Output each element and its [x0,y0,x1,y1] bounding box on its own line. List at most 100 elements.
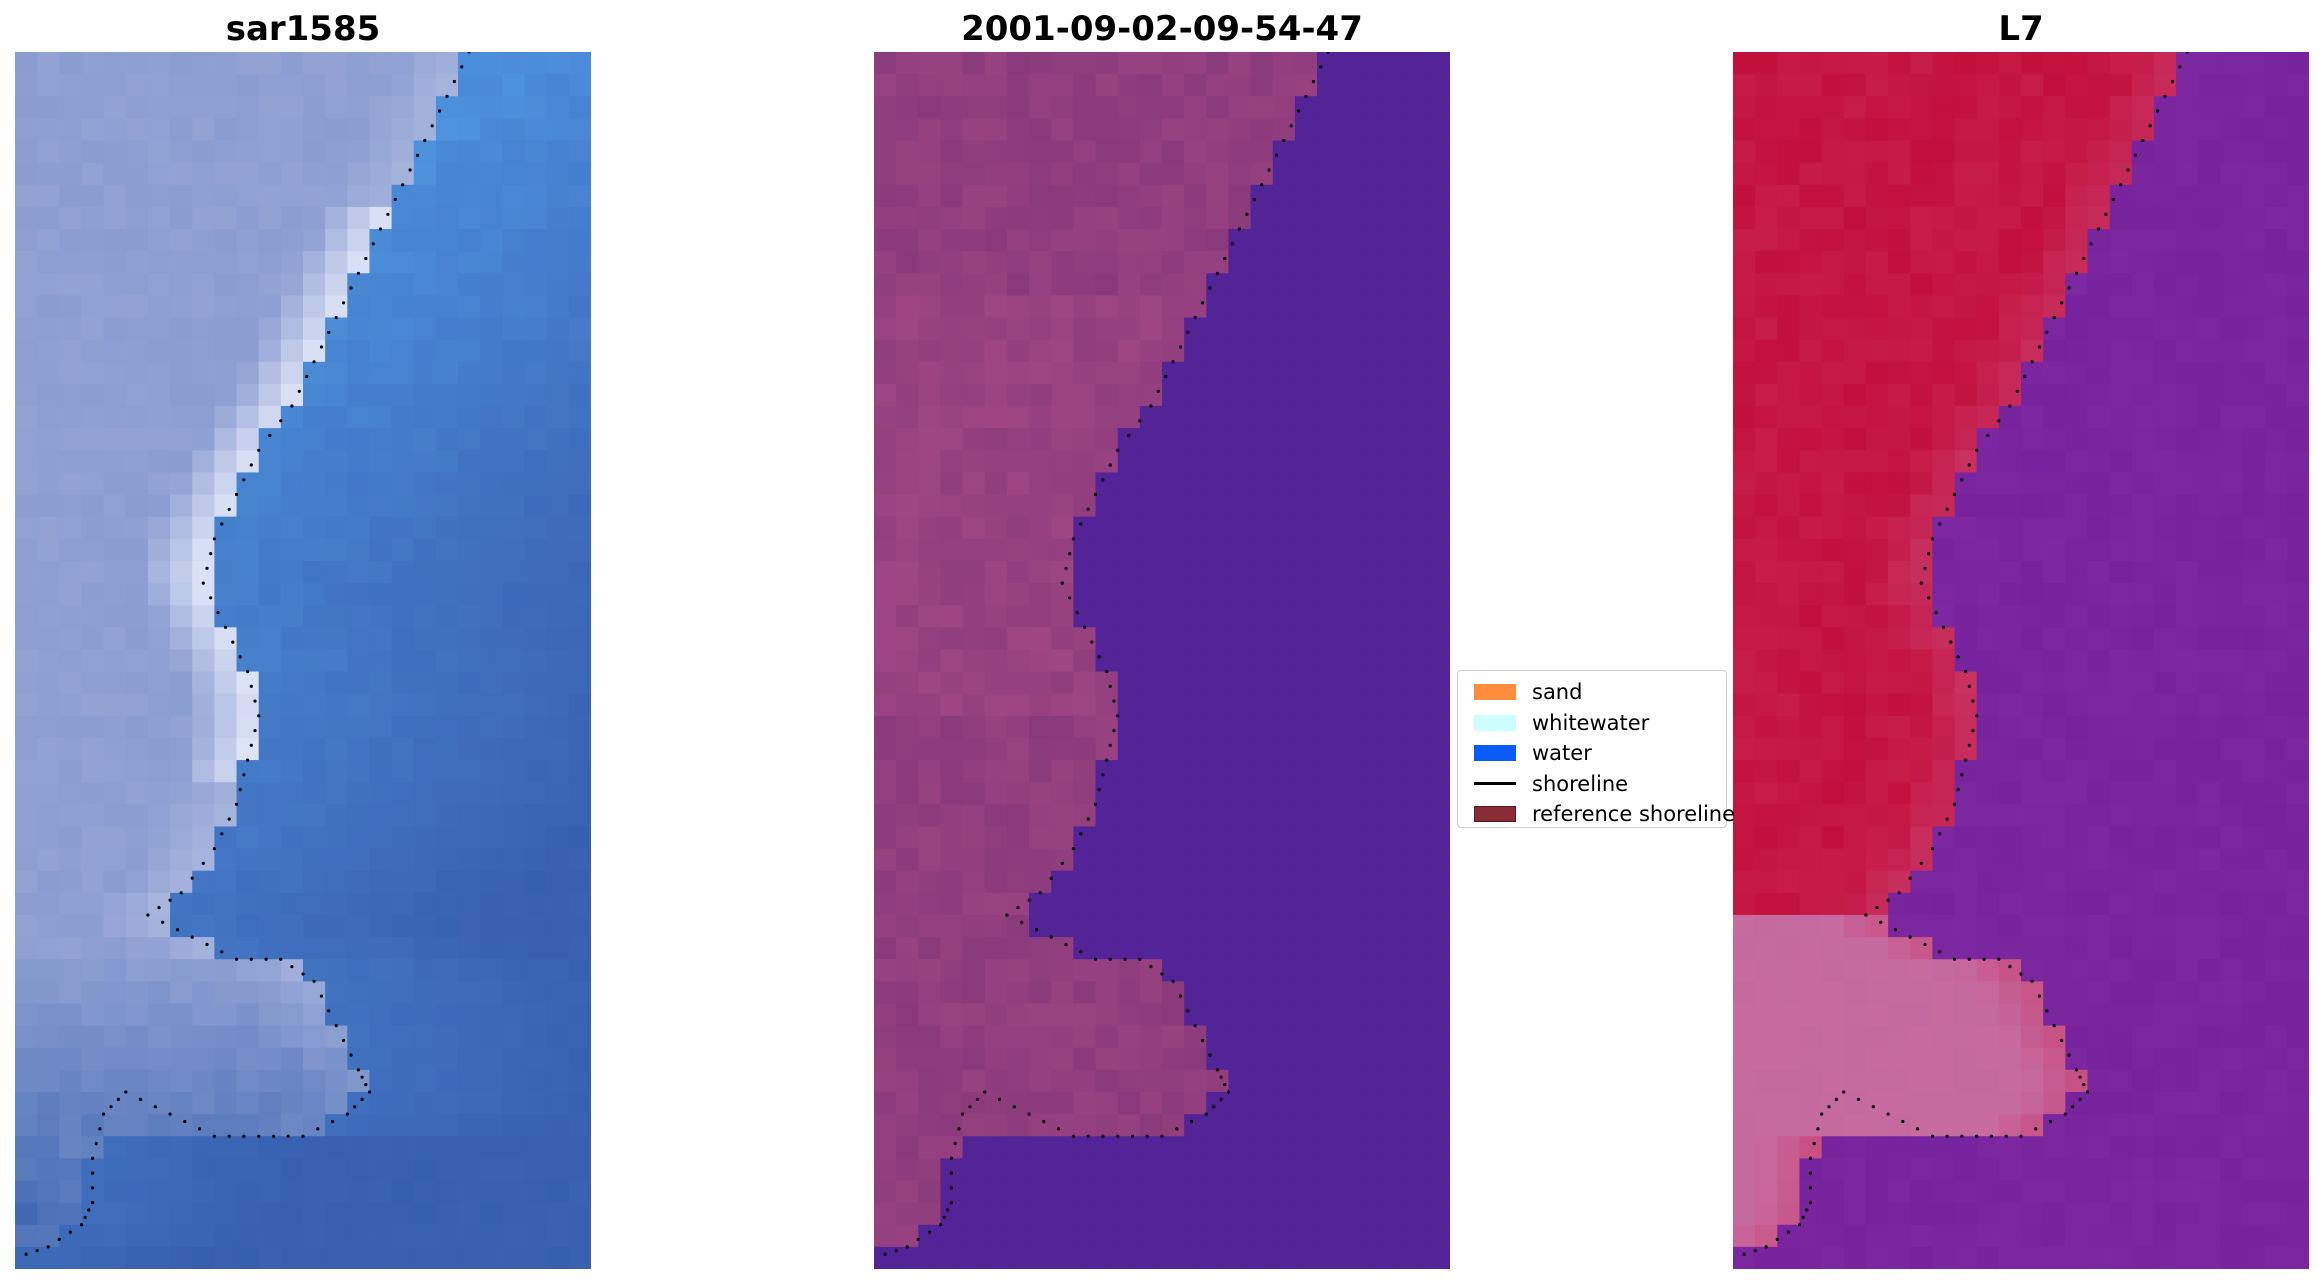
pixel-cell [147,1158,171,1182]
pixel-cell [170,914,193,938]
pixel-cell [1755,627,1778,651]
pixel-cell [413,52,437,75]
pixel-cell [258,892,282,916]
pixel-cell [1954,383,1978,407]
pixel-cell [1976,229,2000,252]
pixel-cell [413,1158,437,1182]
pixel-cell [1051,339,1074,363]
pixel-cell [59,295,83,319]
pixel-cell [1206,870,1230,894]
pixel-cell [1272,140,1296,164]
pixel-cell [2087,140,2111,164]
pixel-cell [1073,804,1097,828]
pixel-cell [1073,383,1097,407]
pixel-cell [192,1158,215,1182]
pixel-cell [1998,1136,2022,1159]
pixel-cell [2021,1047,2044,1071]
pixel-cell [480,1069,503,1093]
pixel-cell [81,538,105,562]
shoreline-point [1945,507,1949,511]
pixel-cell [1073,959,1097,982]
pixel-cell [1777,649,1801,673]
pixel-cell [303,494,326,518]
pixel-cell [258,649,282,673]
pixel-cell [59,494,83,518]
pixel-cell [1162,96,1185,119]
pixel-cell [1954,760,1978,783]
pixel-cell [2286,140,2309,164]
pixel-cell [1029,1136,1052,1159]
pixel-cell [2043,892,2066,916]
pixel-cell [258,406,282,429]
pixel-cell [1843,870,1867,894]
pixel-cell [2220,870,2244,894]
pixel-cell [2220,184,2244,208]
pixel-cell [1998,671,2022,695]
pixel-cell [1998,937,2022,960]
pixel-cell [1865,627,1889,651]
pixel-cell [1821,74,1845,97]
shoreline-point [268,433,272,438]
pixel-cell [1317,782,1340,805]
pixel-cell [325,892,348,916]
pixel-cell [1006,1158,1030,1182]
pixel-cell [280,406,304,429]
pixel-cell [1998,1025,2022,1049]
pixel-cell [2198,339,2221,363]
pixel-cell [1029,1091,1052,1115]
pixel-cell [1954,715,1978,739]
pixel-cell [1117,516,1141,540]
pixel-cell [1405,450,1429,474]
pixel-cell [2087,472,2111,496]
pixel-cell [2021,1003,2044,1027]
shoreline-point [1219,1097,1223,1101]
pixel-cell [125,693,149,717]
pixel-cell [480,1025,503,1049]
shoreline-point [1212,1105,1216,1109]
pixel-cell [81,760,105,783]
pixel-cell [546,1224,570,1248]
shoreline-point [168,1112,172,1116]
pixel-cell [896,959,919,982]
pixel-cell [59,538,83,562]
shoreline-point [2096,227,2101,231]
pixel-cell [1821,450,1845,474]
pixel-cell [1073,981,1097,1005]
pixel-cell [103,1136,127,1159]
pixel-cell [896,317,919,341]
pixel-cell [1910,1025,1933,1049]
shoreline-point [305,374,309,379]
pixel-cell [1843,1224,1867,1248]
pixel-cell [236,737,260,761]
pixel-cell [303,671,326,695]
pixel-cell [2198,96,2221,119]
pixel-cell [1799,494,1823,518]
pixel-cell [2153,317,2177,341]
pixel-cell [125,826,149,850]
pixel-cell [325,1091,348,1115]
pixel-cell [524,760,548,783]
pixel-cell [1361,118,1385,142]
pixel-cell [2176,870,2199,894]
pixel-cell [2153,229,2177,252]
pixel-cell [2065,649,2089,673]
pixel-cell [1932,383,1956,407]
pixel-cell [1427,1091,1450,1115]
pixel-cell [874,870,897,894]
pixel-cell [214,826,238,850]
pixel-cell [2087,361,2111,385]
pixel-cell [147,605,171,628]
pixel-cell [1976,273,2000,296]
pixel-cell [236,494,260,518]
pixel-cell [236,118,260,142]
pixel-cell [1998,494,2022,518]
pixel-cell [303,1246,326,1269]
pixel-cell [1117,339,1141,363]
pixel-cell [2264,937,2288,960]
pixel-cell [1976,1158,2000,1182]
pixel-cell [81,184,105,208]
pixel-cell [1317,1158,1340,1182]
shoreline-point [146,913,150,917]
pixel-cell [15,848,38,872]
pixel-cell [2021,406,2044,429]
